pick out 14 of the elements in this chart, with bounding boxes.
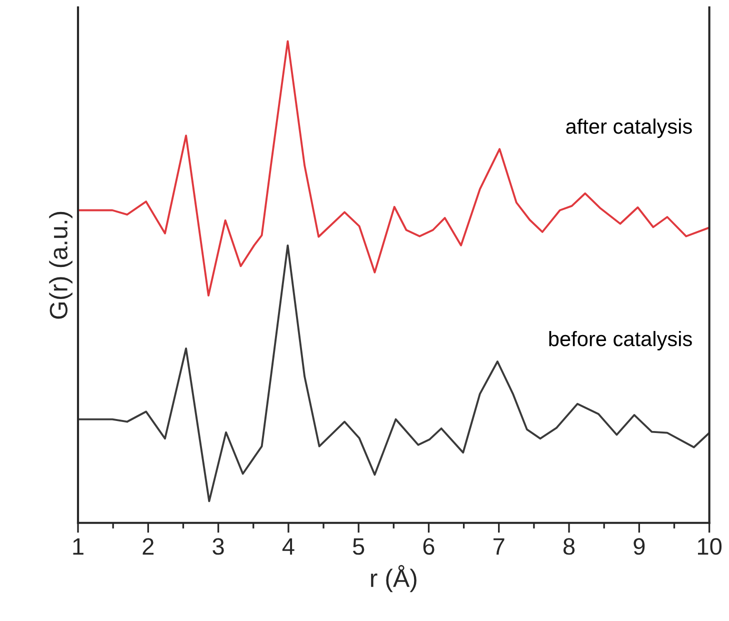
x-tick-label: 8 — [563, 538, 575, 555]
x-tick-label: 5 — [352, 538, 364, 555]
text: after catalysis — [566, 118, 692, 138]
x-tick-label: 6 — [423, 538, 434, 555]
x-tick-label: 9 — [634, 538, 645, 555]
y-axis-title: G(r) (a.u.) — [49, 212, 72, 319]
x-tick-label: 4 — [282, 538, 294, 555]
x-tick-label: 3 — [212, 538, 224, 555]
x-tick-label: 1 — [73, 538, 84, 555]
x-tick-label: 7 — [494, 538, 504, 555]
text: before catalysis — [549, 330, 692, 350]
x-tick-label: 2 — [142, 538, 154, 555]
x-tick-label: 10 — [698, 538, 722, 555]
x-axis-title: r (Å) — [371, 565, 416, 592]
